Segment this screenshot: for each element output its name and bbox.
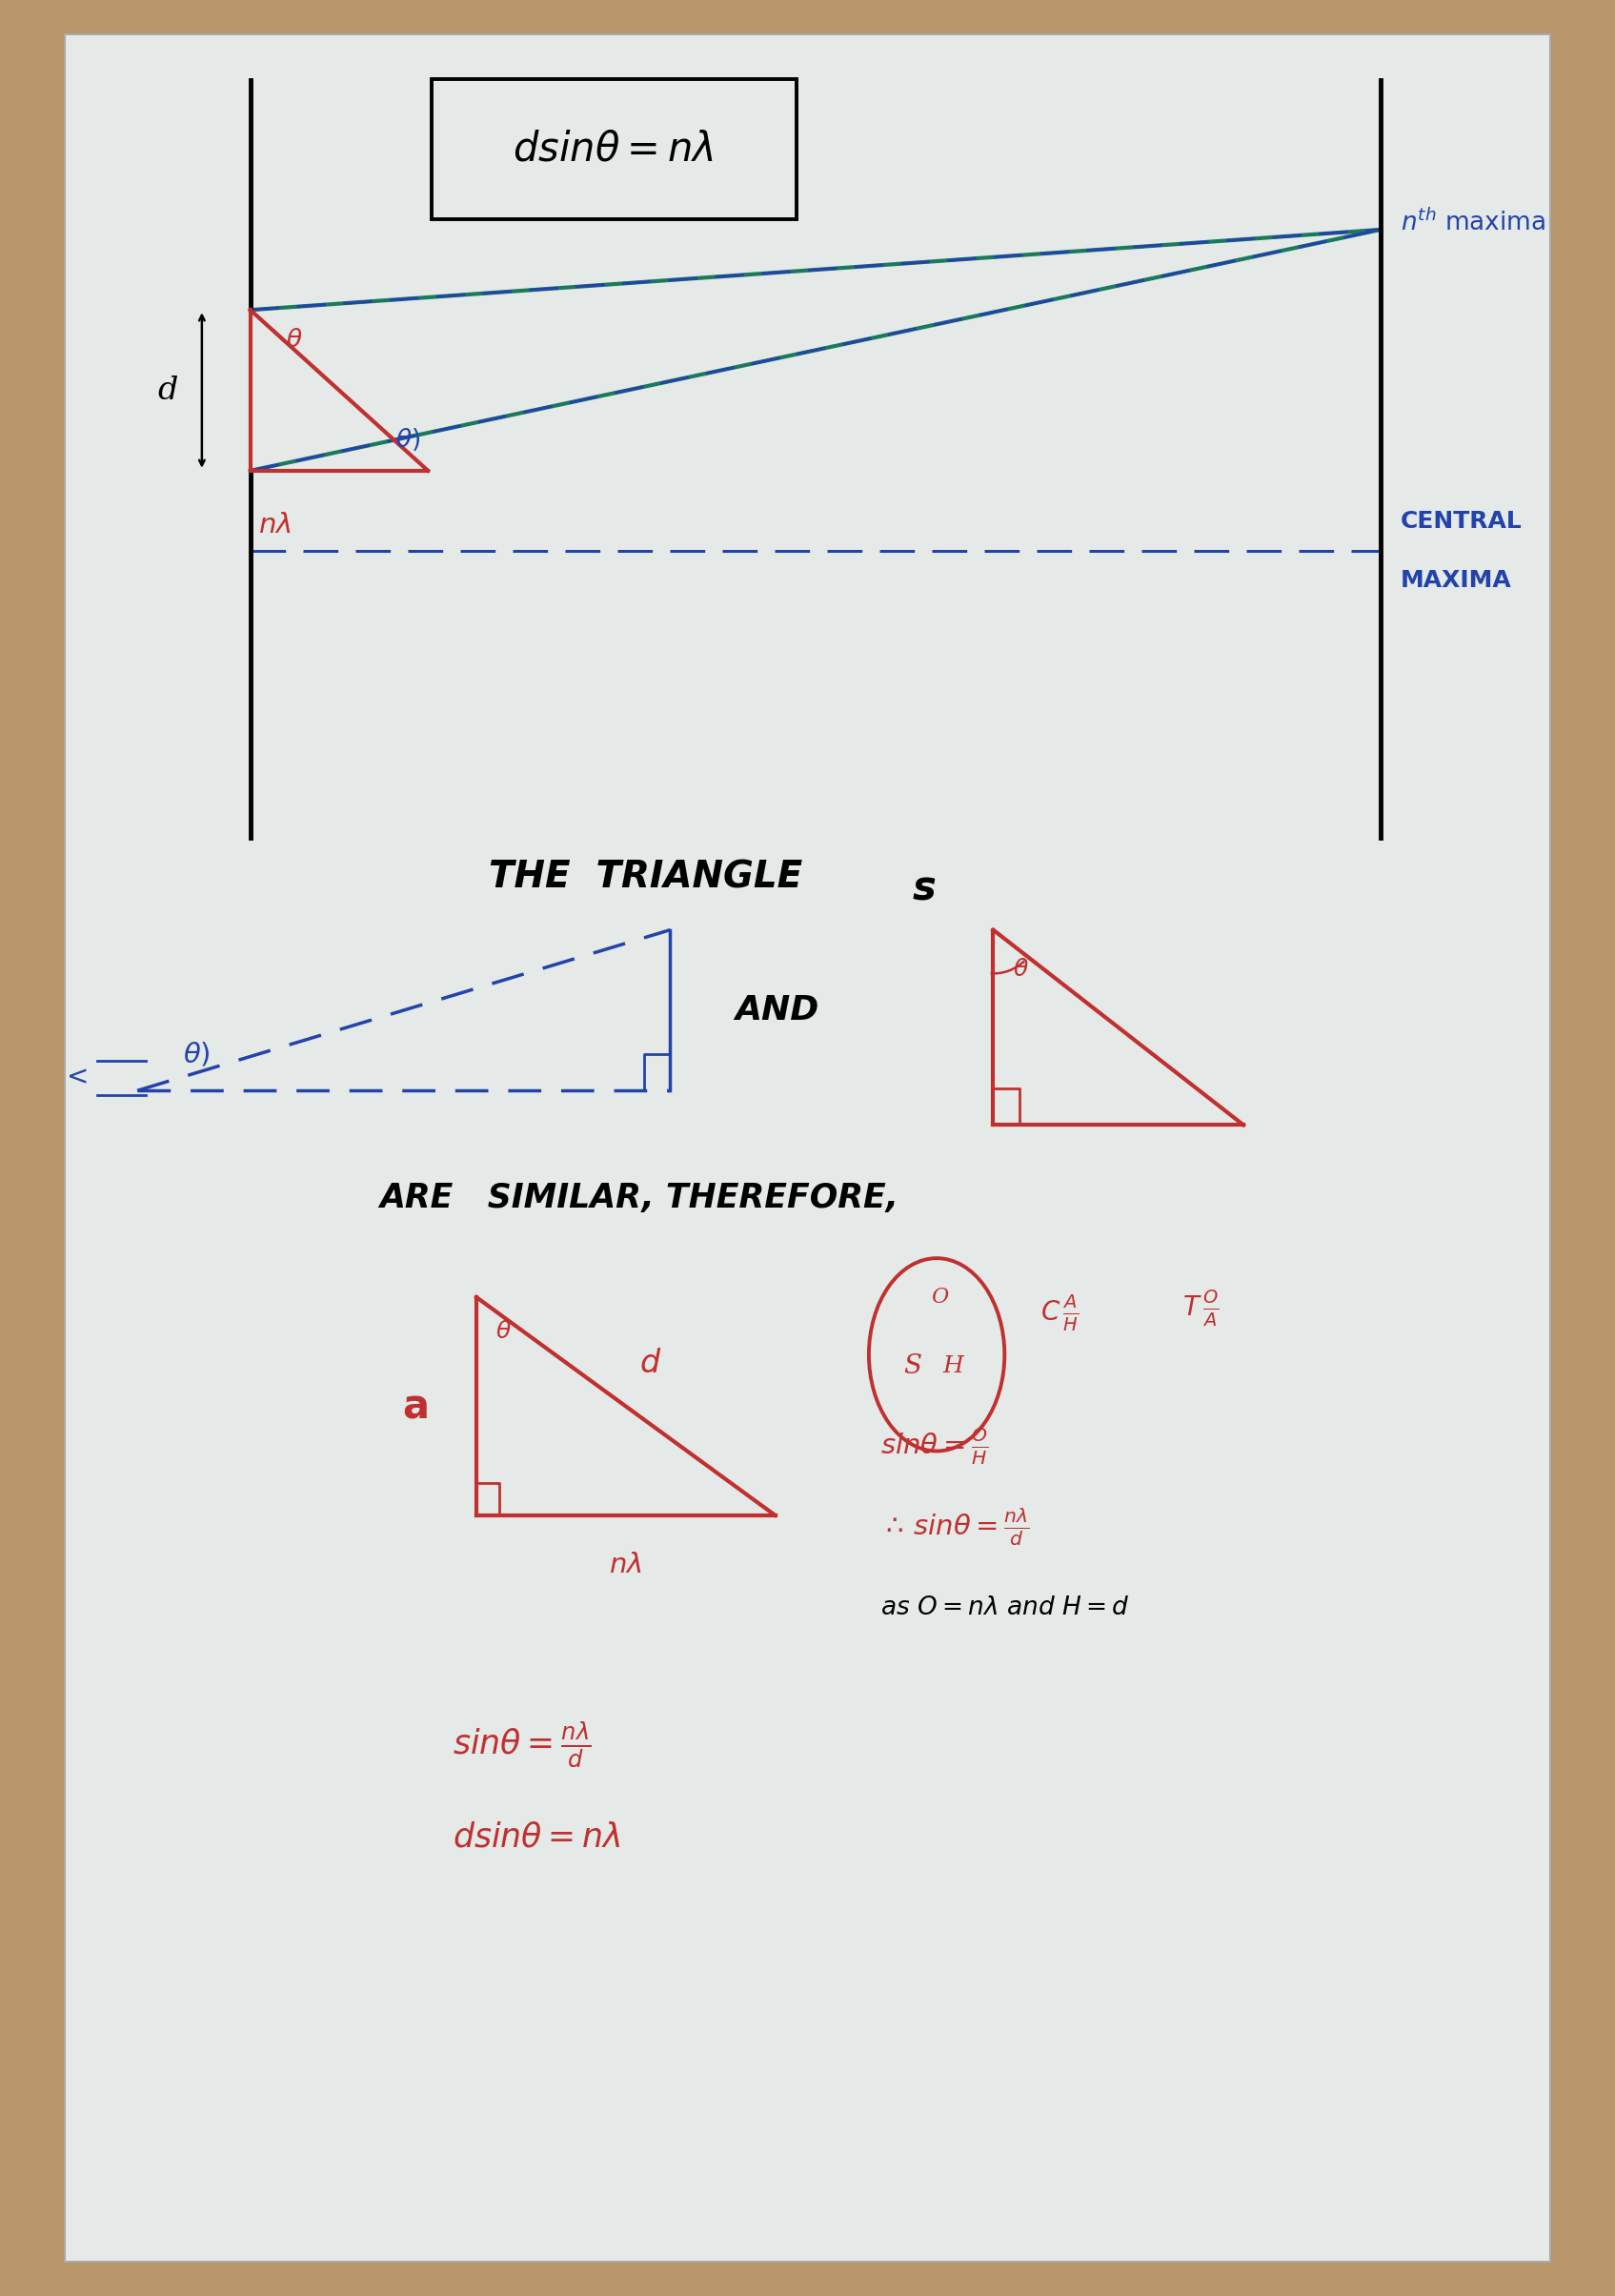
- Text: ARE   SIMILAR, THEREFORE,: ARE SIMILAR, THEREFORE,: [380, 1182, 900, 1215]
- Text: O: O: [932, 1286, 948, 1309]
- FancyBboxPatch shape: [65, 34, 1550, 2262]
- Text: $\theta$: $\theta$: [1013, 957, 1029, 980]
- Text: THE  TRIANGLE: THE TRIANGLE: [489, 859, 803, 895]
- Text: $sin\theta = \frac{n\lambda}{d}$: $sin\theta = \frac{n\lambda}{d}$: [452, 1720, 591, 1770]
- Text: $d$: $d$: [640, 1348, 661, 1378]
- Text: $\therefore\, sin\theta = \frac{n\lambda}{d}$: $\therefore\, sin\theta = \frac{n\lambda…: [880, 1506, 1030, 1548]
- Text: s: s: [912, 868, 937, 909]
- Text: $n\lambda$: $n\lambda$: [258, 512, 291, 540]
- Text: S: S: [903, 1352, 922, 1380]
- Text: MAXIMA: MAXIMA: [1400, 569, 1512, 592]
- Text: $\mathbf{a}$: $\mathbf{a}$: [402, 1387, 428, 1426]
- Text: $sin\theta = \frac{O}{H}$: $sin\theta = \frac{O}{H}$: [880, 1426, 988, 1467]
- Text: <: <: [66, 1063, 89, 1091]
- Text: $dsin\theta = n\lambda$: $dsin\theta = n\lambda$: [452, 1821, 620, 1853]
- Text: $C\,\frac{A}{H}$: $C\,\frac{A}{H}$: [1040, 1293, 1079, 1334]
- Text: $\theta$: $\theta$: [496, 1320, 512, 1343]
- Text: H: H: [943, 1355, 963, 1378]
- Text: $\theta$): $\theta$): [396, 425, 420, 452]
- Text: $as\ O = n\lambda\ and\ H = d$: $as\ O = n\lambda\ and\ H = d$: [880, 1596, 1129, 1619]
- Text: CENTRAL: CENTRAL: [1400, 510, 1521, 533]
- FancyBboxPatch shape: [431, 78, 796, 218]
- Text: $T\,\frac{O}{A}$: $T\,\frac{O}{A}$: [1182, 1288, 1219, 1329]
- Text: $n^{th}$ maxima: $n^{th}$ maxima: [1400, 209, 1546, 236]
- Text: $\theta$): $\theta$): [182, 1040, 210, 1068]
- Text: AND: AND: [735, 994, 819, 1026]
- Text: $\theta$: $\theta$: [286, 328, 302, 354]
- Text: d: d: [157, 374, 178, 406]
- Text: $dsin\theta = n\lambda$: $dsin\theta = n\lambda$: [514, 129, 714, 170]
- Text: $n\lambda$: $n\lambda$: [609, 1552, 643, 1580]
